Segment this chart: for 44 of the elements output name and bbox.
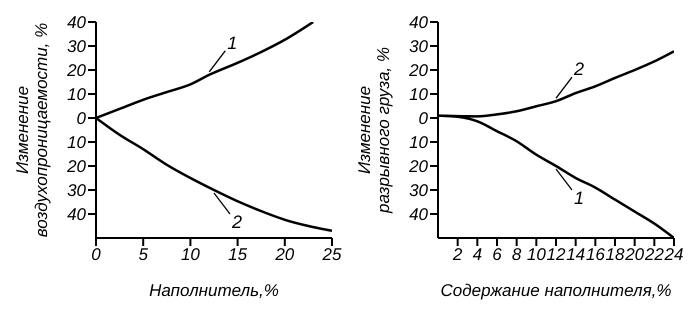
x-tick-label: 14: [566, 245, 586, 264]
x-tick-label: 20: [274, 245, 295, 264]
y-tick-label: 10: [409, 133, 429, 152]
y-tick-label: 20: [408, 157, 429, 176]
x-axis-title: Содержание наполнителя,%: [440, 281, 672, 300]
series-label: 2: [572, 59, 584, 80]
x-tick-label: 4: [472, 245, 482, 264]
x-tick-label: 25: [322, 245, 342, 264]
y-axis-title: Изменение разрывного груза, %: [355, 47, 393, 214]
y-tick-label: 0: [418, 109, 429, 128]
y-tick-label: 20: [66, 157, 87, 176]
y-tick-label: 10: [67, 133, 87, 152]
x-tick-label: 0: [91, 245, 102, 264]
y-tick-label: 20: [408, 61, 429, 80]
y-tick-label: 30: [67, 181, 87, 200]
x-tick-label: 12: [546, 245, 566, 264]
x-tick-label: 5: [138, 245, 148, 264]
y-tick-label: 0: [76, 109, 87, 128]
x-tick-label: 20: [624, 245, 645, 264]
x-tick-label: 16: [586, 245, 606, 264]
y-tick-label: 10: [409, 85, 429, 104]
x-tick-label: 6: [492, 245, 502, 264]
x-tick-label: 10: [180, 245, 200, 264]
legend-label: 1: [574, 188, 584, 208]
legend-label: 2: [230, 212, 242, 232]
x-tick-label: 15: [228, 245, 248, 264]
series-label: 1: [227, 32, 238, 53]
x-tick-label: 2: [452, 245, 463, 264]
x-axis-title: Наполнитель,%: [149, 281, 279, 300]
y-tick-label: 10: [67, 85, 87, 104]
y-tick-label: 40: [67, 13, 87, 32]
y-tick-label: 20: [66, 61, 87, 80]
y-tick-label: 40: [67, 205, 87, 224]
x-tick-label: 24: [664, 245, 684, 264]
y-tick-label: 40: [409, 205, 429, 224]
y-tick-label: 40: [409, 13, 429, 32]
y-tick-label: 30: [409, 37, 429, 56]
x-tick-label: 18: [606, 245, 625, 264]
y-tick-label: 30: [409, 181, 429, 200]
y-tick-label: 30: [67, 37, 87, 56]
x-tick-label: 22: [644, 245, 664, 264]
y-axis-title: Изменение воздухопроницаемости, %: [13, 22, 51, 238]
x-tick-label: 10: [526, 245, 546, 264]
x-tick-label: 8: [512, 245, 522, 264]
